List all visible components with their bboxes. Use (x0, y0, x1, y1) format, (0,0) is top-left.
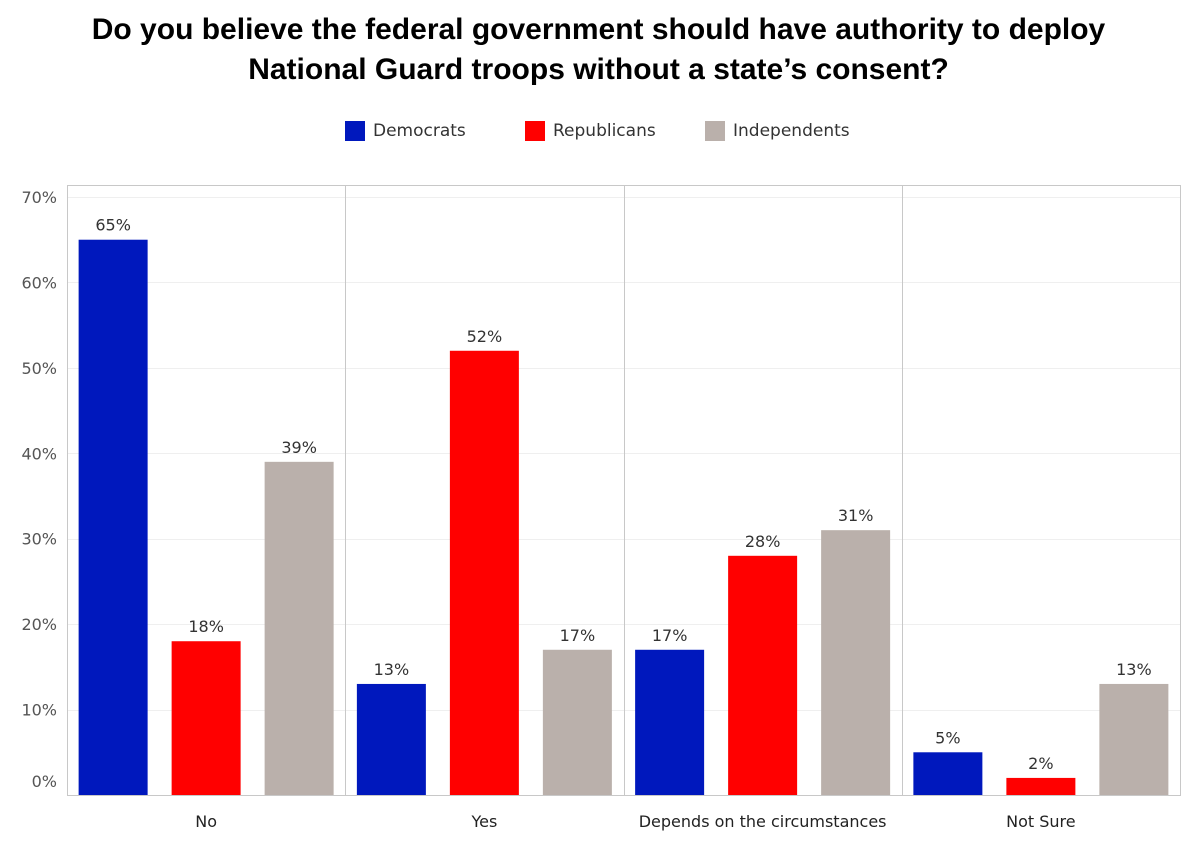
data-label: 13% (374, 660, 410, 679)
legend-swatch-independents (705, 121, 725, 141)
legend: Democrats Republicans Independents (0, 119, 1197, 143)
data-label: 39% (281, 438, 317, 457)
bar-republicans-3 (1006, 777, 1076, 795)
data-label: 17% (652, 626, 688, 645)
x-category-label: Yes (470, 812, 497, 831)
data-label: 17% (560, 626, 596, 645)
bar-democrats-0 (78, 239, 148, 795)
y-tick-label: 30% (21, 530, 57, 549)
y-tick-label: 0% (32, 772, 57, 791)
chart-title-line1: Do you believe the federal government sh… (91, 13, 1106, 46)
chart-title-line2: National Guard troops without a state’s … (248, 53, 949, 86)
x-category-label: No (195, 812, 217, 831)
y-tick-label: 60% (21, 273, 57, 292)
bar-independents-3 (1099, 683, 1169, 795)
y-tick-label: 50% (21, 359, 57, 378)
legend-swatch-democrats (345, 121, 365, 141)
legend-label-democrats: Democrats (373, 121, 466, 141)
y-tick-label: 10% (21, 701, 57, 720)
data-label: 2% (1028, 754, 1053, 773)
bar-republicans-0 (171, 641, 241, 795)
bar-democrats-1 (356, 683, 426, 795)
y-tick-label: 40% (21, 444, 57, 463)
legend-label-independents: Independents (733, 121, 850, 141)
y-tick-label: 70% (21, 188, 57, 207)
data-label: 18% (188, 617, 224, 636)
bar-republicans-2 (728, 555, 798, 795)
data-label: 28% (745, 532, 781, 551)
data-label: 13% (1116, 660, 1152, 679)
bar-democrats-2 (635, 649, 705, 795)
data-label: 52% (467, 327, 503, 346)
data-label: 5% (935, 728, 960, 747)
x-category-label: Depends on the circumstances (639, 812, 887, 831)
x-category-label: Not Sure (1006, 812, 1075, 831)
legend-item-independents: Independents (705, 119, 850, 143)
legend-label-republicans: Republicans (553, 121, 656, 141)
data-label: 31% (838, 506, 874, 525)
bar-independents-1 (542, 649, 612, 795)
legend-item-republicans: Republicans (525, 119, 656, 143)
bar-democrats-3 (913, 752, 983, 795)
bar-independents-2 (821, 530, 891, 795)
bar-republicans-1 (449, 350, 519, 795)
y-tick-label: 20% (21, 615, 57, 634)
legend-swatch-republicans (525, 121, 545, 141)
legend-item-democrats: Democrats (345, 119, 466, 143)
bar-independents-0 (264, 461, 334, 795)
data-label: 65% (95, 216, 131, 235)
chart-title: Do you believe the federal government sh… (0, 10, 1197, 90)
